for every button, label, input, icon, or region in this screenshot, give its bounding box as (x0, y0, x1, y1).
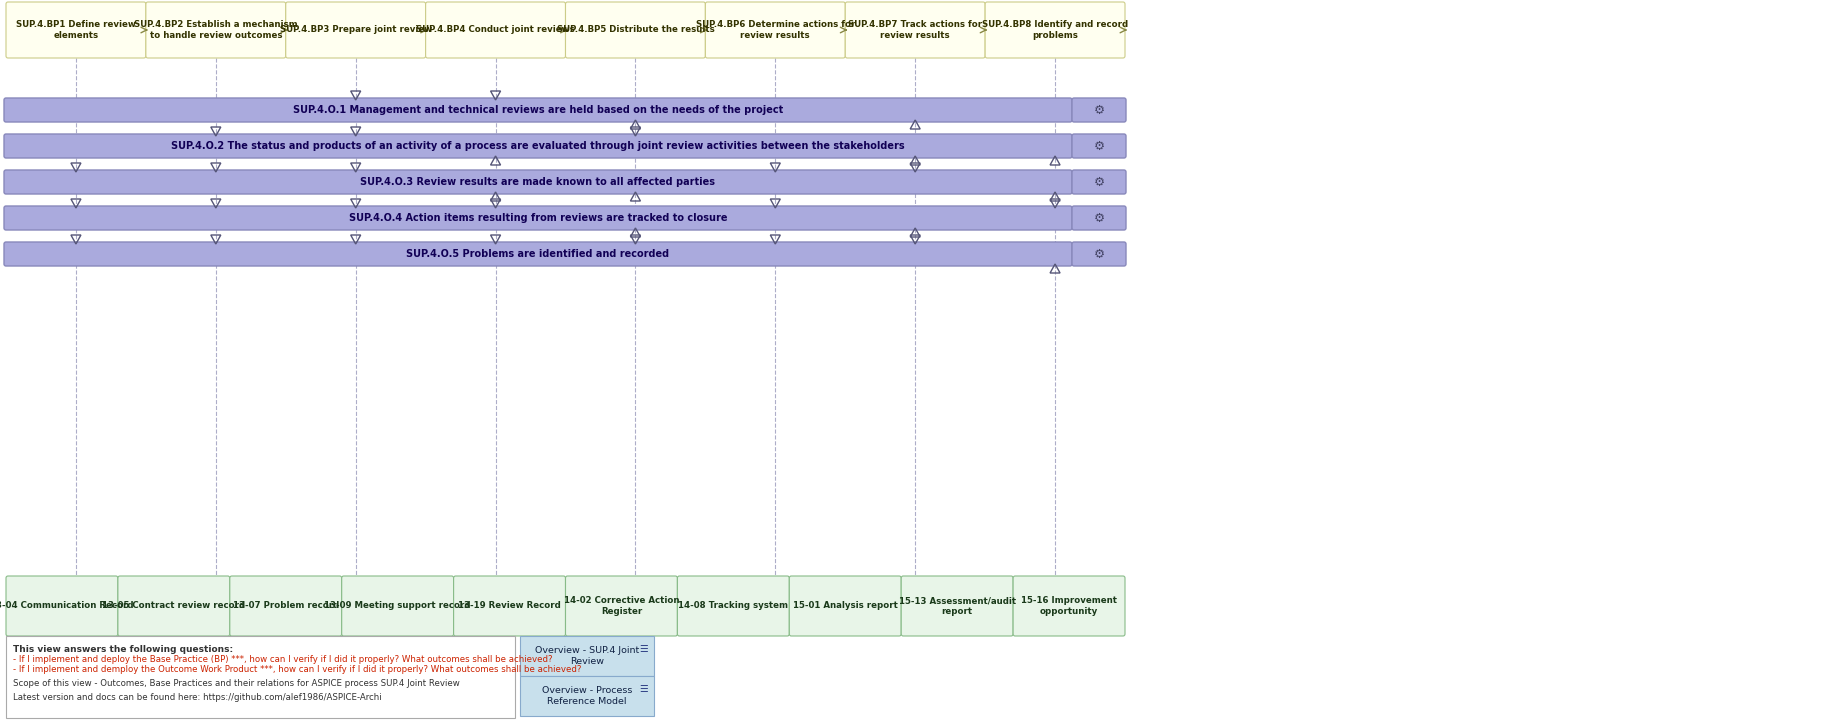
Text: SUP.4.BP2 Establish a mechanism
to handle review outcomes: SUP.4.BP2 Establish a mechanism to handl… (134, 20, 297, 40)
FancyBboxPatch shape (425, 2, 566, 58)
FancyBboxPatch shape (341, 576, 453, 636)
Text: SUP.4.BP6 Determine actions for
review results: SUP.4.BP6 Determine actions for review r… (696, 20, 854, 40)
FancyBboxPatch shape (286, 2, 425, 58)
FancyBboxPatch shape (705, 2, 845, 58)
FancyBboxPatch shape (5, 636, 515, 718)
Text: ⚙: ⚙ (1092, 175, 1105, 188)
FancyBboxPatch shape (5, 2, 147, 58)
FancyBboxPatch shape (790, 576, 901, 636)
Text: SUP.4.O.4 Action items resulting from reviews are tracked to closure: SUP.4.O.4 Action items resulting from re… (348, 213, 727, 223)
Text: Overview - Process
Reference Model: Overview - Process Reference Model (542, 686, 632, 706)
Text: Overview - SUP.4 Joint
Review: Overview - SUP.4 Joint Review (535, 647, 639, 665)
FancyBboxPatch shape (1072, 134, 1125, 158)
Text: Scope of this view - Outcomes, Base Practices and their relations for ASPICE pro: Scope of this view - Outcomes, Base Prac… (13, 679, 460, 688)
FancyBboxPatch shape (566, 576, 678, 636)
FancyBboxPatch shape (845, 2, 984, 58)
Text: SUP.4.BP8 Identify and record
problems: SUP.4.BP8 Identify and record problems (982, 20, 1127, 40)
Text: SUP.4.O.5 Problems are identified and recorded: SUP.4.O.5 Problems are identified and re… (407, 249, 669, 259)
FancyBboxPatch shape (1072, 206, 1125, 230)
Text: 13-19 Review Record: 13-19 Review Record (458, 602, 561, 610)
Text: 15-13 Assessment/audit
report: 15-13 Assessment/audit report (898, 597, 1015, 615)
Text: SUP.4.BP1 Define review
elements: SUP.4.BP1 Define review elements (16, 20, 136, 40)
Text: SUP.4.O.2 The status and products of an activity of a process are evaluated thro: SUP.4.O.2 The status and products of an … (170, 141, 905, 151)
FancyBboxPatch shape (147, 2, 286, 58)
Text: 13-05 Contract review record: 13-05 Contract review record (103, 602, 245, 610)
FancyBboxPatch shape (4, 170, 1072, 194)
Text: 14-02 Corrective Action
Register: 14-02 Corrective Action Register (564, 597, 680, 615)
Text: ☰: ☰ (639, 644, 649, 654)
FancyBboxPatch shape (520, 636, 654, 676)
FancyBboxPatch shape (1013, 576, 1125, 636)
Text: SUP.4.O.1 Management and technical reviews are held based on the needs of the pr: SUP.4.O.1 Management and technical revie… (293, 105, 782, 115)
FancyBboxPatch shape (4, 98, 1072, 122)
Text: 13-09 Meeting support record: 13-09 Meeting support record (324, 602, 471, 610)
Text: ⚙: ⚙ (1092, 140, 1105, 153)
Text: 13-07 Problem record: 13-07 Problem record (233, 602, 339, 610)
FancyBboxPatch shape (4, 134, 1072, 158)
FancyBboxPatch shape (5, 576, 117, 636)
Text: 15-01 Analysis report: 15-01 Analysis report (793, 602, 898, 610)
Text: SUP.4.O.3 Review results are made known to all affected parties: SUP.4.O.3 Review results are made known … (361, 177, 714, 187)
Text: ⚙: ⚙ (1092, 248, 1105, 261)
Text: 13-04 Communication Record: 13-04 Communication Record (0, 602, 134, 610)
FancyBboxPatch shape (117, 576, 229, 636)
FancyBboxPatch shape (1072, 170, 1125, 194)
FancyBboxPatch shape (4, 242, 1072, 266)
FancyBboxPatch shape (453, 576, 566, 636)
FancyBboxPatch shape (4, 206, 1072, 230)
Text: This view answers the following questions:: This view answers the following question… (13, 645, 233, 654)
FancyBboxPatch shape (1072, 242, 1125, 266)
FancyBboxPatch shape (1072, 98, 1125, 122)
Text: - If I implement and deploy the Base Practice (BP) ***, how can I verify if I di: - If I implement and deploy the Base Pra… (13, 655, 551, 664)
Text: Latest version and docs can be found here: https://github.com/alef1986/ASPICE-Ar: Latest version and docs can be found her… (13, 693, 381, 702)
Text: SUP.4.BP3 Prepare joint review: SUP.4.BP3 Prepare joint review (280, 25, 432, 35)
FancyBboxPatch shape (566, 2, 705, 58)
Text: SUP.4.BP7 Track actions for
review results: SUP.4.BP7 Track actions for review resul… (848, 20, 982, 40)
Text: - If I implement and demploy the Outcome Work Product ***, how can I verify if I: - If I implement and demploy the Outcome… (13, 665, 581, 674)
FancyBboxPatch shape (520, 676, 654, 716)
Text: 15-16 Improvement
opportunity: 15-16 Improvement opportunity (1020, 597, 1116, 615)
Text: 14-08 Tracking system: 14-08 Tracking system (678, 602, 788, 610)
Text: SUP.4.BP5 Distribute the results: SUP.4.BP5 Distribute the results (557, 25, 714, 35)
FancyBboxPatch shape (229, 576, 341, 636)
FancyBboxPatch shape (901, 576, 1013, 636)
Text: ⚙: ⚙ (1092, 104, 1105, 117)
Text: ⚙: ⚙ (1092, 211, 1105, 224)
Text: SUP.4.BP4 Conduct joint reviews: SUP.4.BP4 Conduct joint reviews (416, 25, 575, 35)
FancyBboxPatch shape (678, 576, 790, 636)
FancyBboxPatch shape (984, 2, 1125, 58)
Text: ☰: ☰ (639, 684, 649, 694)
